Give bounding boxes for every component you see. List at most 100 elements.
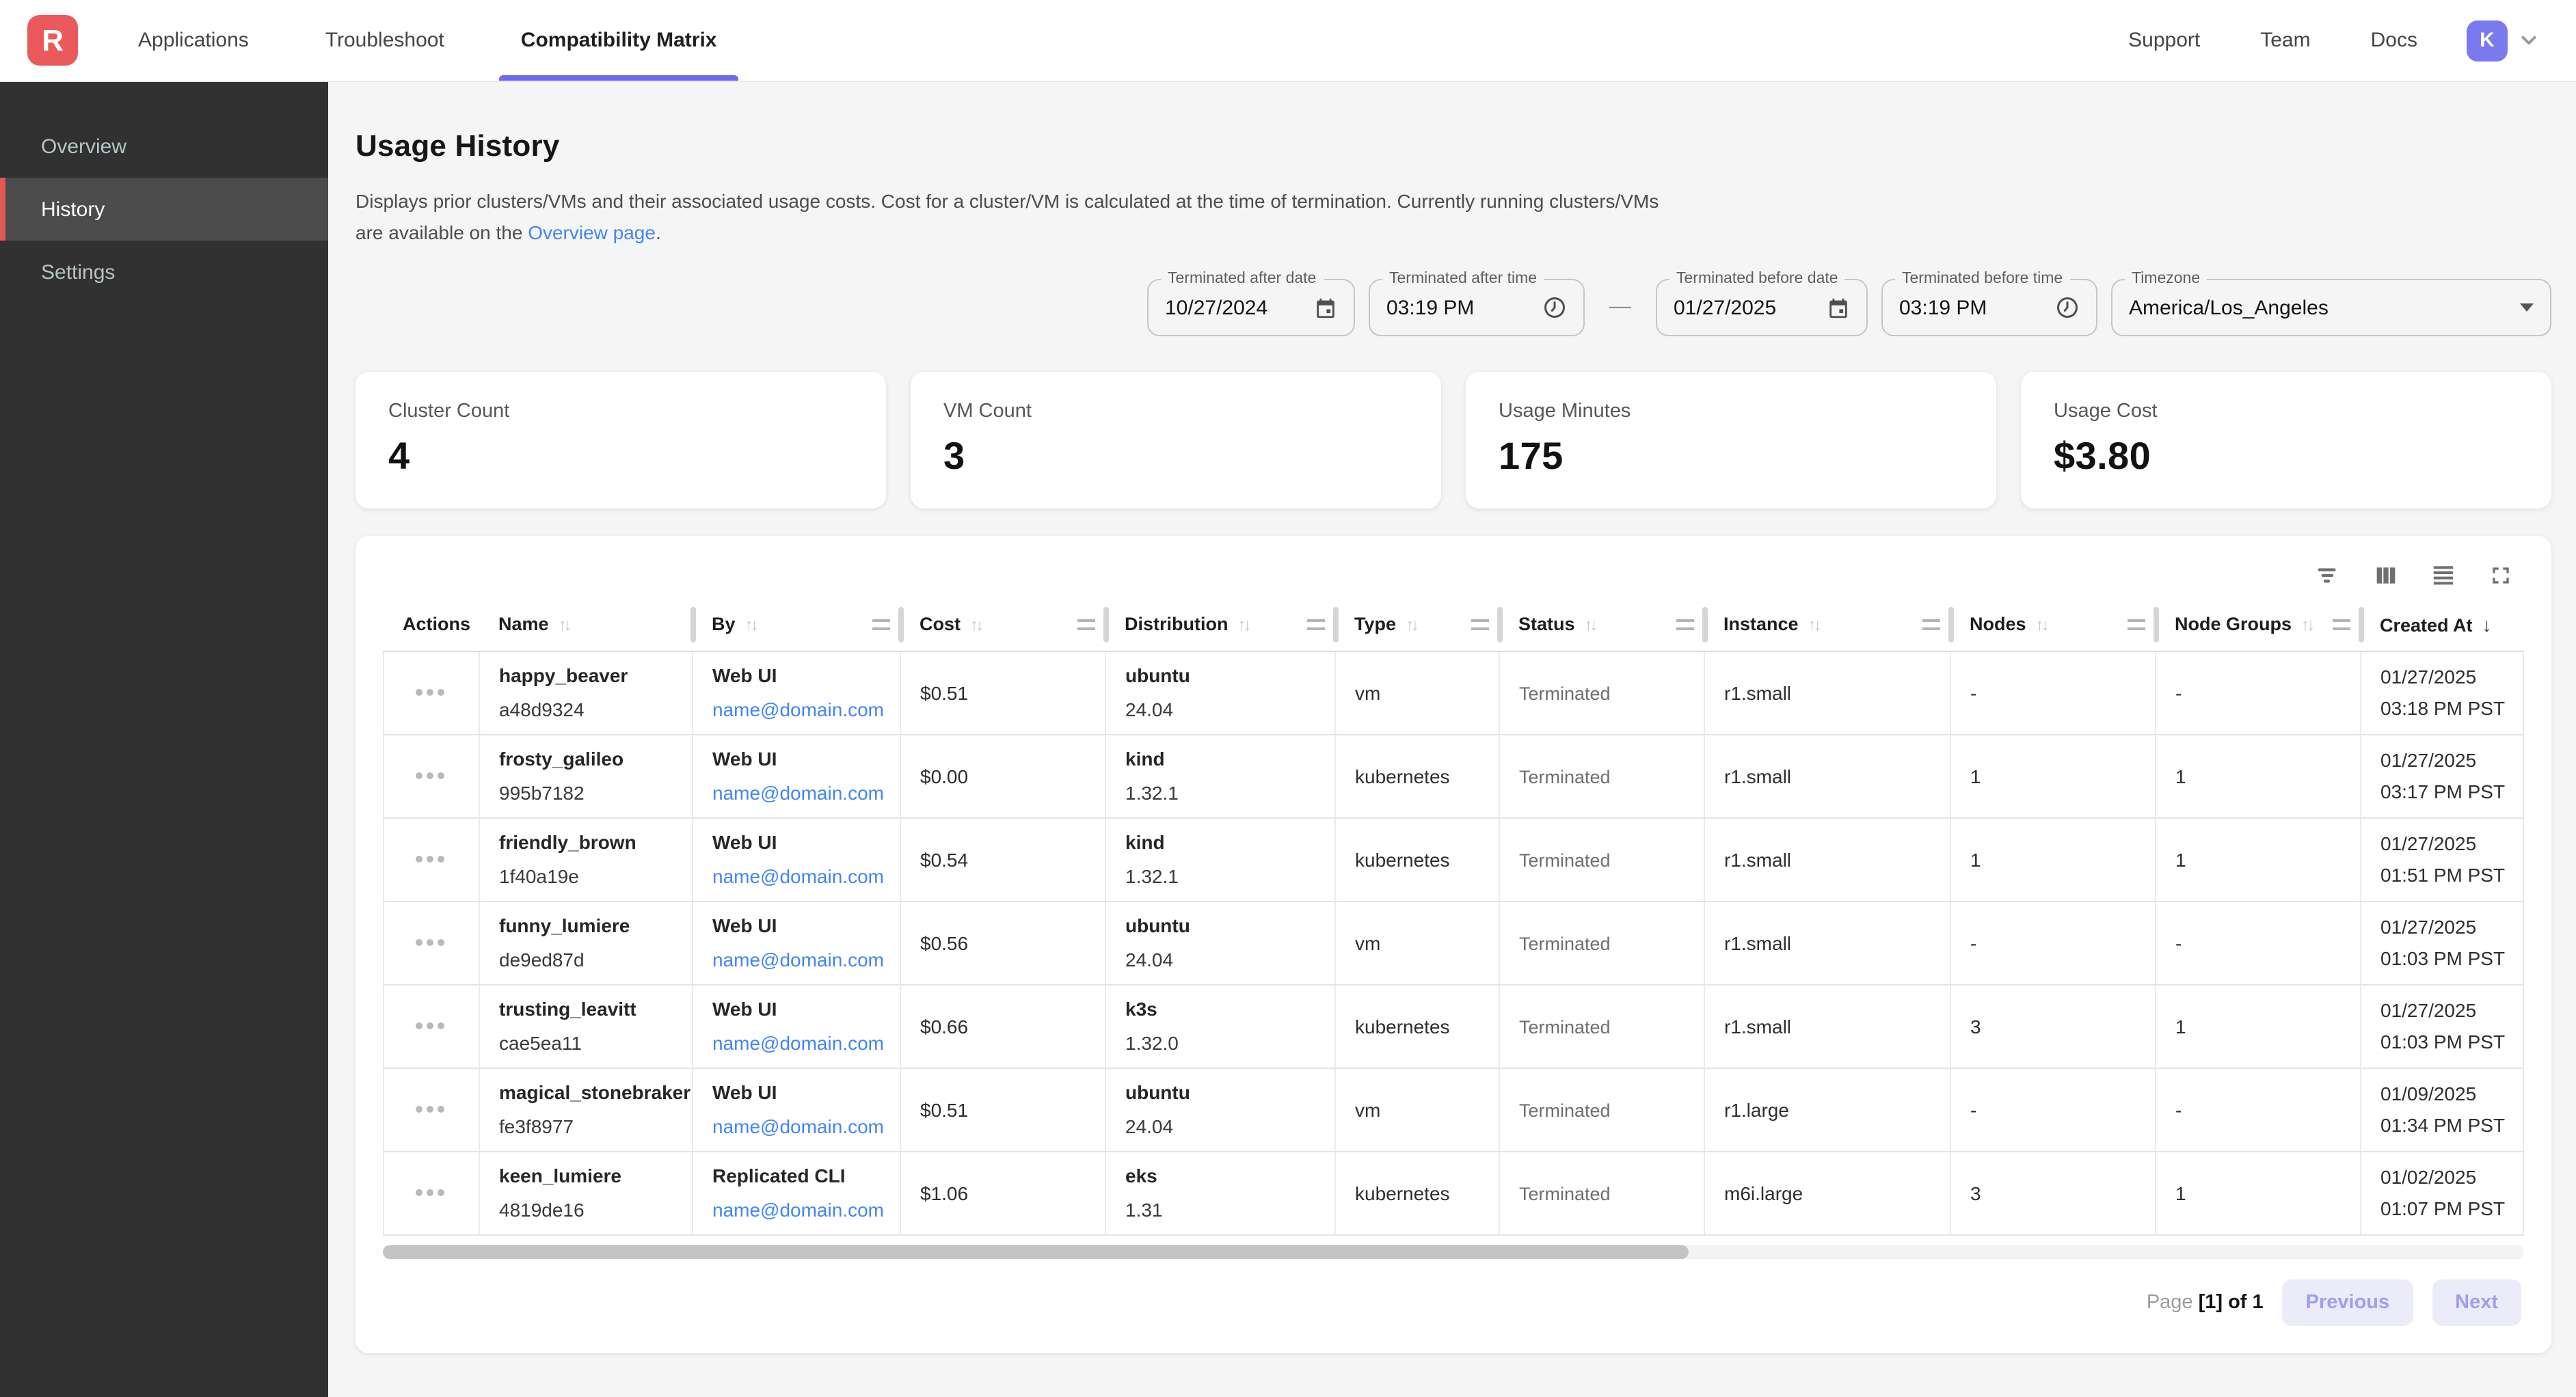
name-cell: magical_stonebraker fe3f8977 — [479, 1068, 693, 1152]
next-page-button[interactable]: Next — [2432, 1279, 2521, 1325]
filter-field[interactable]: Terminated before date 01/27/2025 — [1656, 269, 1868, 336]
column-drag-handle-icon[interactable] — [872, 619, 890, 630]
sort-icon: ↑↓ — [1808, 615, 1822, 635]
sidebar-item[interactable]: History — [0, 178, 328, 241]
filter-field[interactable]: Timezone America/Los_Angeles — [2111, 269, 2551, 336]
topbar-link[interactable]: Team — [2260, 29, 2311, 52]
column-drag-handle-icon[interactable] — [2333, 619, 2350, 630]
previous-page-button[interactable]: Previous — [2282, 1279, 2413, 1325]
density-icon[interactable] — [2426, 558, 2461, 593]
column-drag-handle-icon[interactable] — [1471, 619, 1489, 630]
column-header[interactable]: Distribution ↑↓ — [1105, 599, 1338, 651]
filter-field[interactable]: Terminated after time 03:19 PM — [1369, 269, 1585, 336]
nav-tab[interactable]: Troubleshoot — [325, 29, 444, 52]
by-cell: Web UI name@domain.com — [693, 734, 901, 818]
stat-card: Usage Minutes 175 — [1466, 372, 1996, 508]
scrollbar-thumb[interactable] — [383, 1245, 1689, 1258]
created-by-email-link[interactable]: name@domain.com — [712, 1115, 884, 1137]
replicated-logo[interactable]: R — [27, 15, 78, 66]
row-menu-icon[interactable] — [416, 1014, 448, 1037]
actions-cell — [383, 1151, 480, 1235]
column-drag-handle-icon[interactable] — [2128, 619, 2145, 630]
instance-cell: r1.small — [1704, 651, 1951, 735]
filter-field[interactable]: Terminated before time 03:19 PM — [1881, 269, 2097, 336]
nav-tab[interactable]: Applications — [138, 29, 249, 52]
top-navigation-bar: R Applications Troubleshoot Compatibilit… — [0, 0, 2576, 82]
distribution-version: 1.32.0 — [1125, 1031, 1179, 1053]
created-at-cell: 01/27/2025 01:03 PM PST — [2361, 984, 2524, 1068]
status-cell: Terminated — [1499, 1068, 1705, 1152]
table-row: funny_lumiere de9ed87d Web UI name@domai… — [383, 901, 2524, 985]
cluster-id: a48d9324 — [499, 698, 585, 720]
created-by-email-link[interactable]: name@domain.com — [712, 1031, 884, 1053]
row-menu-icon[interactable] — [416, 1098, 448, 1121]
table-row: trusting_leavitt cae5ea11 Web UI name@do… — [383, 984, 2524, 1068]
distribution-version: 1.32.1 — [1125, 781, 1179, 803]
cluster-id: 4819de16 — [499, 1198, 585, 1220]
cluster-id: fe3f8977 — [499, 1115, 574, 1137]
actions-cell — [383, 901, 480, 985]
column-header[interactable]: By ↑↓ — [693, 599, 903, 651]
column-header[interactable]: Instance ↑↓ — [1704, 599, 1953, 651]
row-menu-icon[interactable] — [416, 764, 448, 787]
created-at-cell: 01/02/2025 01:07 PM PST — [2361, 1151, 2524, 1235]
column-drag-handle-icon[interactable] — [1922, 619, 1940, 630]
sidebar-item[interactable]: Overview — [41, 135, 127, 158]
filter-bar: Terminated after date 10/27/2024 Termina… — [355, 269, 2551, 336]
created-by-email-link[interactable]: name@domain.com — [712, 865, 884, 886]
created-by-email-link[interactable]: name@domain.com — [712, 948, 884, 970]
node-groups-cell: - — [2156, 901, 2361, 985]
cluster-name: keen_lumiere — [499, 1164, 621, 1186]
cost-cell: $1.06 — [900, 1151, 1106, 1235]
row-menu-icon[interactable] — [416, 847, 448, 871]
filter-field-label: Terminated before date — [1669, 269, 1845, 288]
column-header[interactable]: Status ↑↓ — [1499, 599, 1707, 651]
created-by-source: Web UI — [712, 997, 777, 1019]
actions-cell — [383, 817, 480, 901]
column-drag-handle-icon[interactable] — [1676, 619, 1694, 630]
column-header[interactable]: Name ↑↓ — [479, 599, 695, 651]
avatar[interactable]: K — [2467, 20, 2508, 61]
instance-cell: r1.small — [1704, 984, 1951, 1068]
topbar-link[interactable]: Support — [2128, 29, 2201, 52]
created-by-source: Web UI — [712, 914, 777, 936]
column-header[interactable]: Type ↑↓ — [1335, 599, 1502, 651]
nav-tab[interactable]: Compatibility Matrix — [483, 0, 755, 81]
column-drag-handle-icon[interactable] — [1077, 619, 1095, 630]
sidebar-item[interactable]: Settings — [41, 260, 116, 284]
column-header[interactable]: Created At ↓ — [2361, 599, 2523, 651]
table-row: frosty_galileo 995b7182 Web UI name@doma… — [383, 734, 2524, 818]
created-by-email-link[interactable]: name@domain.com — [712, 698, 884, 720]
column-drag-handle-icon[interactable] — [1307, 619, 1325, 630]
column-header-label: Created At — [2380, 614, 2473, 636]
columns-icon[interactable] — [2368, 558, 2404, 593]
column-header[interactable]: Nodes ↑↓ — [1950, 599, 2158, 651]
row-menu-icon[interactable] — [416, 931, 448, 954]
row-menu-icon[interactable] — [416, 681, 448, 704]
user-menu[interactable]: K — [2467, 20, 2540, 61]
overview-page-link[interactable]: Overview page — [528, 221, 656, 243]
column-header[interactable]: Cost ↑↓ — [900, 599, 1108, 651]
created-by-email-link[interactable]: name@domain.com — [712, 1198, 884, 1220]
stat-card: Usage Cost $3.80 — [2021, 372, 2551, 508]
stat-card: VM Count 3 — [911, 372, 1441, 508]
column-header[interactable]: Actions — [384, 599, 479, 651]
topbar-link[interactable]: Docs — [2370, 29, 2417, 52]
cost-cell: $0.00 — [900, 734, 1106, 818]
cost-cell: $0.56 — [900, 901, 1106, 985]
filter-field-value: 03:19 PM — [1386, 296, 1475, 319]
filter-field[interactable]: Terminated after date 10/27/2024 — [1147, 269, 1355, 336]
status-cell: Terminated — [1499, 651, 1705, 735]
filter-icon[interactable] — [2311, 558, 2346, 593]
created-by-email-link[interactable]: name@domain.com — [712, 781, 884, 803]
topbar-right: Support Team Docs K — [2068, 20, 2540, 61]
node-groups-cell: - — [2156, 1068, 2361, 1152]
distribution-name: ubuntu — [1125, 1081, 1190, 1102]
nodes-cell: 1 — [1950, 817, 2156, 901]
row-menu-icon[interactable] — [416, 1181, 448, 1204]
fullscreen-icon[interactable] — [2483, 558, 2519, 593]
actions-cell — [383, 734, 480, 818]
column-header[interactable]: Node Groups ↑↓ — [2156, 599, 2363, 651]
column-header-label: Type — [1354, 614, 1397, 635]
column-header-label: Node Groups — [2175, 614, 2292, 635]
